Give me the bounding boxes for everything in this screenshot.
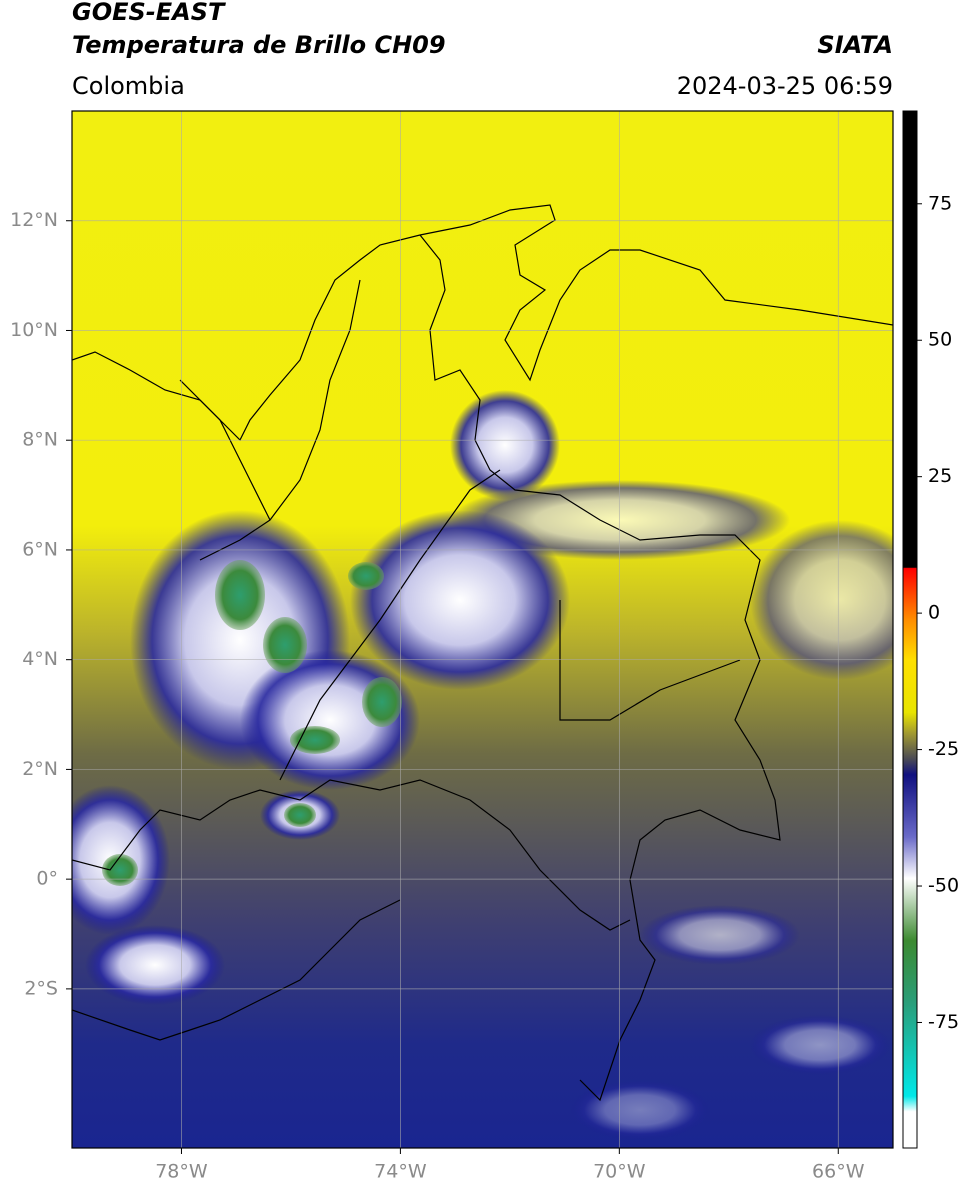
map-image (72, 111, 893, 1148)
axes: 78°W 74°W 70°W 66°W 12°N 10°N 8°N 6°N 4°N 2°N 0° 2°… (10, 111, 893, 1183)
x-tick-label: 74°W (374, 1161, 427, 1183)
colorbar-tick-label: -50 (928, 875, 959, 897)
y-tick-label: 2°N (22, 758, 58, 780)
y-tick-label: 10°N (10, 319, 58, 341)
x-tick-label: 78°W (155, 1161, 208, 1183)
colorbar-tick-label: 0 (928, 602, 940, 624)
source: SIATA (817, 31, 893, 59)
y-tick-label: 2°S (24, 977, 58, 999)
y-tick-label: 0° (36, 868, 58, 890)
colorbar-tick-label: 25 (928, 465, 952, 487)
y-tick-label: 6°N (22, 538, 58, 560)
colorbar-tick-label: 75 (928, 192, 952, 214)
timestamp: 2024-03-25 06:59 (677, 72, 893, 100)
colorbar-tick-label: -25 (928, 738, 959, 760)
colorbar-tick-label: -75 (928, 1011, 959, 1033)
title: GOES-EAST (72, 0, 226, 26)
x-tick-label: 70°W (593, 1161, 646, 1183)
colorbar (902, 110, 918, 1149)
subtitle: Temperatura de Brillo CH09 (72, 31, 446, 59)
y-tick-label: 8°N (22, 429, 58, 451)
x-tick-label: 66°W (812, 1161, 865, 1183)
y-tick-label: 4°N (22, 648, 58, 670)
map-frame (71, 110, 894, 1149)
region: Colombia (72, 72, 185, 100)
colorbar-tick-label: 50 (928, 329, 952, 351)
y-tick-label: 12°N (10, 209, 58, 231)
